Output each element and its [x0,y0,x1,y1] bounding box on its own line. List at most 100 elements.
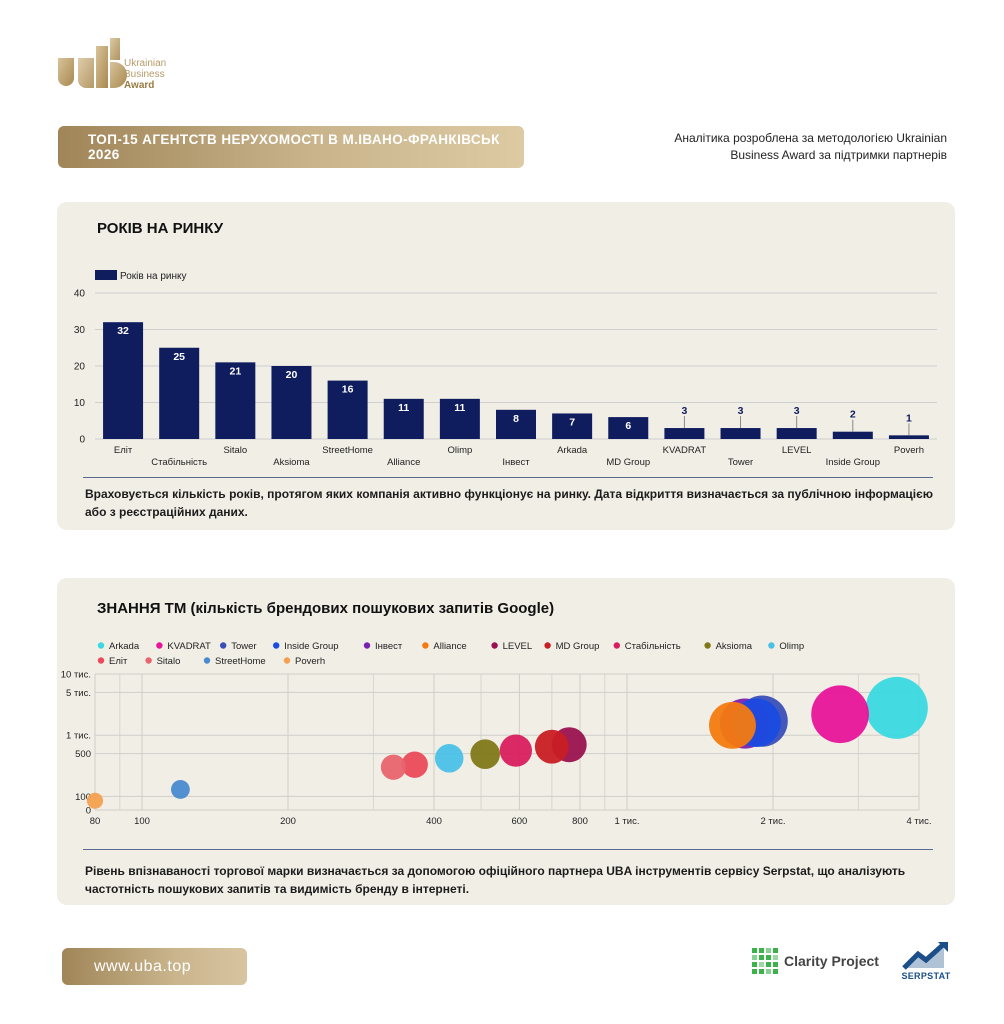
data-label: 3 [681,405,687,417]
bar [888,435,929,439]
y-tick-label: 10 [74,398,86,409]
bar [215,362,256,439]
y-tick-label: 40 [74,289,86,300]
data-label: 7 [569,416,575,428]
legend-label: Tower [231,641,256,652]
years-bar-chart: Років на ринку01020304032Еліт25Стабільні… [74,270,937,468]
data-label: 1 [906,412,912,424]
legend-marker [363,642,371,649]
x-tick-label: Інвест [502,457,530,468]
chart-legend: Років на ринку [95,270,187,282]
legend-label: Aksioma [716,641,753,652]
bubble [401,751,428,778]
x-tick-label: Tower [728,457,753,468]
legend-marker [97,657,105,664]
bar [383,398,424,439]
serpstat-logo: SERPSTAT [898,940,954,984]
legend-marker [544,642,551,649]
y-tick-label: 5 тис. [66,688,91,699]
data-label: 3 [794,405,800,417]
data-label: 11 [398,402,409,414]
data-label: 25 [173,351,185,363]
legend-marker [273,642,280,649]
legend-marker [203,657,211,664]
legend-label: Arkada [109,641,140,652]
y-tick-label: 100 [75,792,91,803]
x-tick-label: LEVEL [782,445,812,456]
legend-label: Poverh [295,656,325,667]
methodology-line-1: Аналітика розроблена за методологією Ukr… [674,131,947,145]
legend-label: LEVEL [503,641,533,652]
legend-label: Еліт [109,656,128,667]
x-tick-label: Arkada [557,445,588,456]
y-tick-label: 1 тис. [66,731,91,742]
bubble [171,780,190,799]
bar [159,347,200,439]
data-label: 21 [229,365,241,377]
logo-line-1: Ukrainian [124,58,167,69]
legend-marker [283,657,291,664]
legend-label: StreetHome [215,656,266,667]
data-label: 16 [342,384,354,396]
data-label: 2 [850,409,856,421]
data-label: 3 [738,405,744,417]
logo-text: Ukrainian Business Award [124,58,166,91]
methodology-note: Аналітика розроблена за методологією Ukr… [627,130,947,164]
y-tick-label: 0 [79,435,85,446]
y-tick-label: 500 [75,749,91,760]
website-link[interactable]: www.uba.top [62,948,247,985]
bar [720,428,761,439]
legend-marker [491,642,498,649]
page-title: ТОП-15 АГЕНТСТВ НЕРУХОМОСТІ В М.ІВАНО-ФР… [58,126,524,168]
clarity-project-logo: Clarity Project [752,948,879,974]
legend-label: Sitalo [157,656,181,667]
legend-marker [145,657,152,664]
legend-label: Років на ринку [120,271,187,282]
bar [832,431,873,439]
bar [271,366,312,439]
x-tick-label: Стабільність [151,457,207,468]
x-tick-label: Еліт [114,445,133,456]
legend-marker [613,642,620,649]
y-tick-label: 10 тис. [61,670,91,681]
x-tick-label: 4 тис. [907,816,932,827]
logo-line-3: Award [124,80,155,91]
section-note: Враховується кількість років, протягом я… [85,487,933,519]
legend-swatch [95,270,117,280]
legend-marker [97,642,105,649]
bar [776,428,817,439]
legend-label: Inside Group [284,641,338,652]
legend-label: Стабільність [625,641,681,652]
serpstat-chart-icon [902,942,948,970]
data-label: 20 [286,369,298,381]
data-label: 8 [513,413,519,425]
bar [439,398,480,439]
y-tick-label: 20 [74,362,86,373]
years-on-market-card: РОКІВ НА РИНКУ Років на ринку 0 10 20 30 40 32… [57,202,955,530]
x-tick-label: Sitalo [223,445,247,456]
x-tick-label: Alliance [387,457,420,468]
x-tick-label: Aksioma [273,457,310,468]
serpstat-label: SERPSTAT [901,971,951,981]
section-note: Рівень впізнаваності торгової марки визн… [85,864,906,896]
bar [608,417,649,439]
section-title: ЗНАННЯ ТМ (кількість брендових пошукових… [97,600,555,617]
x-tick-label: 1 тис. [615,816,640,827]
section-title: РОКІВ НА РИНКУ [97,220,224,237]
x-tick-label: 100 [134,816,150,827]
x-tick-label: 80 [90,816,101,827]
x-tick-label: StreetHome [322,445,373,456]
brand-bubble-chart: Arkada KVADRAT Tower Inside Group Інвест Alli… [61,641,932,827]
x-tick-label: 2 тис. [761,816,786,827]
y-tick-label: 0 [86,806,91,817]
clarity-project-label: Clarity Project [784,953,879,969]
legend-marker [220,642,227,649]
bar [664,428,705,439]
legend-label: Інвест [375,641,403,652]
bar [552,413,593,439]
divider [83,849,933,850]
x-tick-label: 200 [280,816,296,827]
x-tick-label: Olimp [447,445,472,456]
divider [83,477,933,478]
brand-awareness-card: ЗНАННЯ ТМ (кількість брендових пошукових… [57,578,955,905]
